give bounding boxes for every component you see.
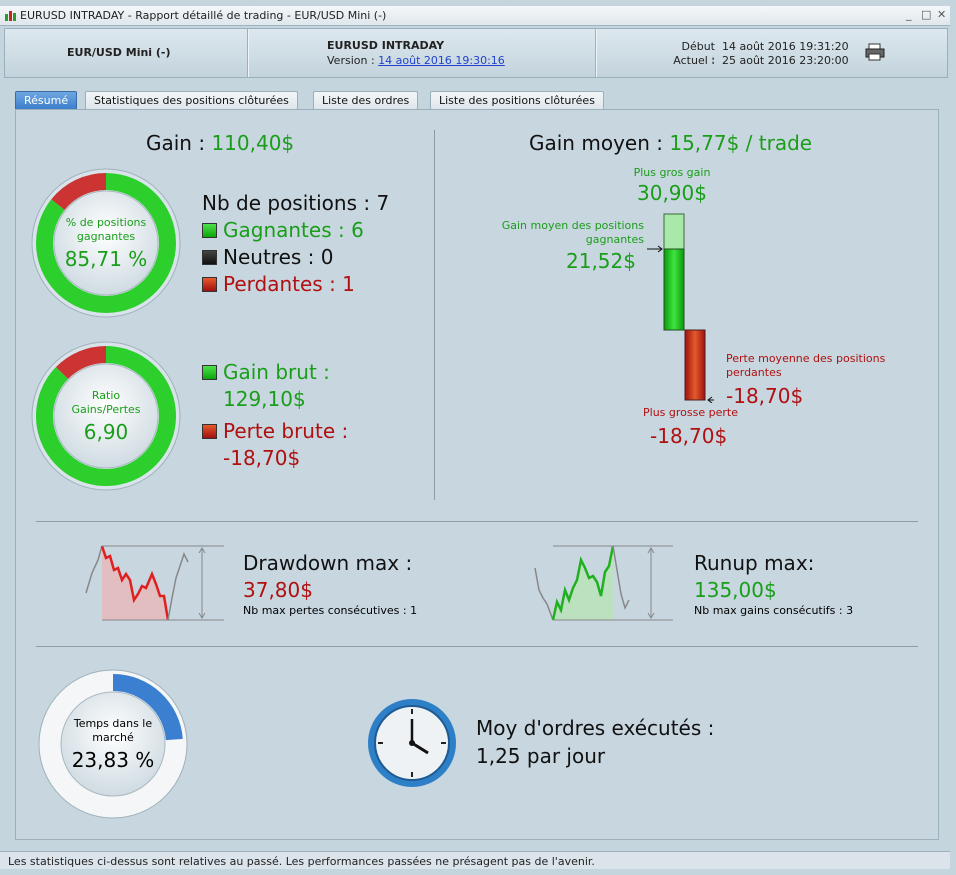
runup-sub: Nb max gains consécutifs : 3 [694,604,854,617]
gross-gain-swatch [202,365,217,380]
avg-loss-value: -18,70$ [726,384,804,408]
avg-win-caption-1: Gain moyen des positions [501,219,644,232]
avg-win-caption: Gain moyen des positions gagnantes [478,219,644,247]
gross-gain-label-line: Gain brut : [202,360,330,384]
gross-loss-value: -18,70$ [223,446,301,470]
summary-panel: Gain : 110,40$ % de positions gagnantes … [15,109,939,840]
ratio-caption: Ratio Gains/Pertes [46,389,166,417]
market-time-arc [113,674,183,741]
start-label: Début : [681,40,715,66]
gross-gain-label: Gain brut : [223,360,330,384]
ratio-caption-2: Gains/Pertes [71,403,141,416]
avg-loss-bar [684,329,706,401]
ratio-loss-arc [55,346,106,379]
winners-swatch [202,223,217,238]
tab-closed-positions[interactable]: Liste des positions clôturées [430,91,604,109]
avg-gain-bars [647,213,714,403]
avg-win-bar [663,248,685,331]
biggest-loss-value: -18,70$ [650,424,728,448]
clock-icon [368,699,456,787]
market-time-caption-2: marché [92,731,134,744]
orders-label: Moy d'ordres exécutés : [476,716,715,740]
winrate-caption: % de positions gagnantes [46,216,166,244]
drawdown-label: Drawdown max : [243,551,413,575]
start-value: 14 août 2016 19:31:20 [722,40,849,53]
gain-value: 110,40$ [211,131,295,155]
winners-label: Gagnantes : 6 [223,218,364,242]
strategy-name: EURUSD INTRADAY [327,39,445,52]
disclaimer-bar: Les statistiques ci-dessus sont relative… [0,851,950,869]
winners-line: Gagnantes : 6 [202,218,364,242]
instrument-name: EUR/USD Mini (-) [67,46,171,59]
winrate-ring [31,168,181,318]
neutral-swatch [202,250,217,265]
avg-gain-line: Gain moyen : 15,77$ / trade [529,131,812,155]
print-icon[interactable] [865,43,885,61]
version-line: Version : 14 août 2016 19:30:16 [327,54,505,67]
avg-gain-value: 15,77$ / trade [669,131,813,155]
current-value: 25 août 2016 23:20:00 [722,54,849,67]
winrate-loss-arc [51,173,106,210]
market-time-ring [38,669,188,819]
neutral-label: Neutres : 0 [223,245,334,269]
tab-closed-position-stats[interactable]: Statistiques des positions clôturées [85,91,298,109]
avg-loss-caption-2: perdantes [726,366,782,379]
market-time-value: 23,83 % [71,748,155,772]
avg-gain-label: Gain moyen : [529,131,663,155]
runup-value: 135,00$ [694,578,777,602]
losers-line: Perdantes : 1 [202,272,355,296]
report-header: EUR/USD Mini (-) EURUSD INTRADAY Version… [4,28,948,78]
losers-swatch [202,277,217,292]
version-link[interactable]: 14 août 2016 19:30:16 [378,54,505,67]
biggest-gain-value: 30,90$ [637,181,707,205]
avg-loss-caption: Perte moyenne des positions perdantes [726,352,885,380]
gain-label: Gain : [146,131,206,155]
maximize-icon[interactable]: □ [921,8,932,21]
neutral-line: Neutres : 0 [202,245,333,269]
tab-orders[interactable]: Liste des ordres [313,91,419,109]
ratio-caption-1: Ratio [91,389,121,402]
winrate-value: 85,71 % [64,247,148,271]
version-label: Version : [327,54,375,67]
drawdown-sparkline [85,545,224,621]
orders-value: 1,25 par jour [476,744,606,768]
gross-loss-label: Perte brute : [223,419,349,443]
biggest-gain-label: Plus gros gain [633,166,711,179]
vertical-divider [434,130,435,500]
close-icon[interactable]: ✕ [937,8,947,21]
ratio-ring [31,341,181,491]
gross-loss-swatch [202,424,217,439]
avg-win-arrow-icon [647,245,663,253]
runup-sparkline [534,545,673,621]
horizontal-divider-2 [36,646,918,647]
market-time-caption-1: Temps dans le [73,717,153,730]
window-title: EURUSD INTRADAY - Rapport détaillé de tr… [20,9,387,22]
disclaimer-text: Les statistiques ci-dessus sont relative… [8,855,595,868]
gross-loss-label-line: Perte brute : [202,419,348,443]
gross-gain-value: 129,10$ [223,387,306,411]
winrate-caption-2: gagnantes [76,230,136,243]
biggest-loss-label: Plus grosse perte [643,406,738,419]
drawdown-value: 37,80$ [243,578,313,602]
avg-loss-arrow-icon [707,396,714,403]
avg-win-caption-2: gagnantes [585,233,644,246]
gain-line: Gain : 110,40$ [146,131,294,155]
app-icon [5,11,16,21]
drawdown-sub: Nb max pertes consécutives : 1 [243,604,418,617]
losers-label: Perdantes : 1 [223,272,355,296]
minimize-icon[interactable]: _ [906,8,912,21]
ratio-value: 6,90 [83,420,129,444]
winrate-caption-1: % de positions [65,216,147,229]
avg-win-value: 21,52$ [566,249,636,273]
positions-title: Nb de positions : 7 [202,191,390,215]
title-bar: EURUSD INTRADAY - Rapport détaillé de tr… [0,6,950,26]
avg-loss-caption-1: Perte moyenne des positions [726,352,886,365]
current-label: Actuel : [673,54,715,67]
runup-label: Runup max: [694,551,815,575]
tab-summary[interactable]: Résumé [15,91,78,109]
market-time-caption: Temps dans le marché [53,717,173,745]
horizontal-divider-1 [36,521,918,522]
